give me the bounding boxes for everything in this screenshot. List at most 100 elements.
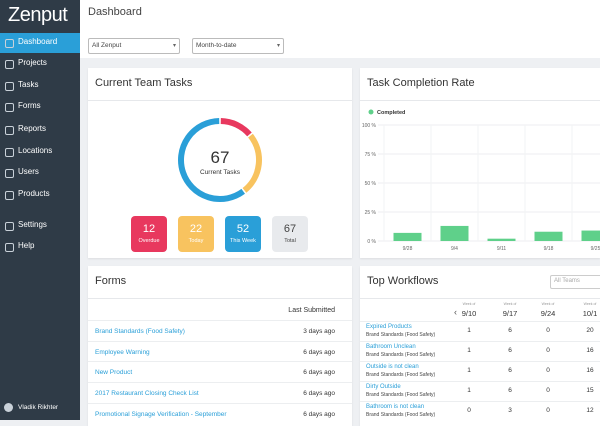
form-link[interactable]: New Product <box>95 369 132 376</box>
week-count: 0 <box>536 387 560 394</box>
week-of: Week of <box>536 302 560 306</box>
nav-label: Projects <box>18 58 47 67</box>
x-tick-label: 9/28 <box>403 246 413 252</box>
user-name[interactable]: Vladik Rikhter <box>18 404 58 411</box>
nav-icon <box>5 169 14 178</box>
week-count: 0 <box>536 367 560 374</box>
nav-icon <box>5 191 14 200</box>
stat-label: Overdue <box>131 238 167 244</box>
row-divider <box>360 361 600 362</box>
week-count: 16 <box>578 367 600 374</box>
workflow-form: Brand Standards (Food Safety) <box>366 392 435 398</box>
week-count: 1 <box>457 387 481 394</box>
dropdown-caret: ▾ <box>277 42 280 49</box>
week-count: 20 <box>578 327 600 334</box>
week-count: 0 <box>536 407 560 414</box>
nav-item[interactable]: Projects <box>0 54 80 74</box>
nav-icon <box>5 126 14 135</box>
y-tick-label: 50 % <box>365 181 377 187</box>
row-divider <box>88 403 352 404</box>
last-submitted: 6 days ago <box>303 411 335 418</box>
card-divider <box>360 298 600 299</box>
week-count: 6 <box>498 347 522 354</box>
nav-label: Dashboard <box>18 37 57 46</box>
row-divider <box>88 361 352 362</box>
week-of: Week of <box>498 302 522 306</box>
filter-dropdown[interactable]: All Zenput▾ <box>88 38 180 54</box>
row-divider <box>88 341 352 342</box>
bar <box>441 226 469 241</box>
workflow-form: Brand Standards (Food Safety) <box>366 372 435 378</box>
row-divider <box>360 381 600 382</box>
week-count: 6 <box>498 367 522 374</box>
card-title: Forms <box>95 275 126 287</box>
y-tick-label: 100 % <box>362 123 377 129</box>
bar <box>582 231 600 241</box>
workflow-form: Brand Standards (Food Safety) <box>366 332 435 338</box>
nav-icon <box>5 148 14 157</box>
nav-item[interactable]: Reports <box>0 120 80 140</box>
week-count: 6 <box>498 327 522 334</box>
week-count: 6 <box>498 387 522 394</box>
stat-value: 22 <box>178 223 214 235</box>
stat-label: Total <box>272 238 308 244</box>
nav-item[interactable]: Products <box>0 185 80 205</box>
donut-segment <box>244 136 259 191</box>
workflow-form: Brand Standards (Food Safety) <box>366 352 435 358</box>
nav-item[interactable]: Forms <box>0 97 80 117</box>
nav-icon <box>5 222 14 231</box>
nav-item[interactable]: Users <box>0 163 80 183</box>
nav-item[interactable]: Locations <box>0 142 80 162</box>
form-link[interactable]: Promotional Signage Verification - Septe… <box>95 411 227 418</box>
row-divider <box>360 401 600 402</box>
nav-item[interactable]: Settings <box>0 216 80 236</box>
workflow-name[interactable]: Expired Products <box>366 324 412 330</box>
workflow-name[interactable]: Dirty Outside <box>366 384 401 390</box>
nav-item[interactable]: Dashboard <box>0 33 80 53</box>
week-of: Week of <box>457 302 481 306</box>
nav-label: Settings <box>18 220 47 229</box>
workflow-name[interactable]: Outside is not clean <box>366 364 419 370</box>
donut-center-value: 67 <box>211 148 230 167</box>
week-count: 1 <box>457 327 481 334</box>
nav-label: Tasks <box>18 80 38 89</box>
nav-label: Forms <box>18 101 41 110</box>
workflow-name[interactable]: Bathroom Unclean <box>366 344 416 350</box>
form-link[interactable]: Brand Standards (Food Safety) <box>95 328 185 335</box>
week-count: 1 <box>457 347 481 354</box>
week-header: 9/17 <box>498 309 522 318</box>
filter-label: Month-to-date <box>196 42 236 49</box>
search-box[interactable]: All Teams <box>550 275 600 289</box>
week-header: 9/24 <box>536 309 560 318</box>
workflow-name[interactable]: Bathroom is not clean <box>366 404 424 410</box>
bar <box>535 232 563 241</box>
nav-item[interactable]: Tasks <box>0 76 80 96</box>
form-link[interactable]: 2017 Restaurant Closing Check List <box>95 390 199 397</box>
x-tick-label: 9/4 <box>451 246 458 252</box>
y-tick-label: 0 % <box>367 239 376 245</box>
nav-label: Locations <box>18 146 52 155</box>
dropdown-caret: ▾ <box>173 42 176 49</box>
form-link[interactable]: Employee Warning <box>95 349 150 356</box>
logo: Zenput <box>8 4 67 27</box>
nav-label: Help <box>18 241 34 250</box>
nav-item[interactable]: Help <box>0 237 80 257</box>
nav-icon <box>5 60 14 69</box>
x-tick-label: 9/18 <box>544 246 554 252</box>
workflow-form: Brand Standards (Food Safety) <box>366 412 435 418</box>
y-tick-label: 75 % <box>365 152 377 158</box>
bar <box>394 233 422 241</box>
card-divider <box>88 298 352 299</box>
nav-label: Users <box>18 167 39 176</box>
filter-dropdown[interactable]: Month-to-date ▾ <box>192 38 284 54</box>
last-submitted: 6 days ago <box>303 369 335 376</box>
nav-label: Reports <box>18 124 46 133</box>
nav-icon <box>5 243 14 252</box>
last-submitted: 6 days ago <box>303 349 335 356</box>
card-title: Top Workflows <box>367 275 438 287</box>
